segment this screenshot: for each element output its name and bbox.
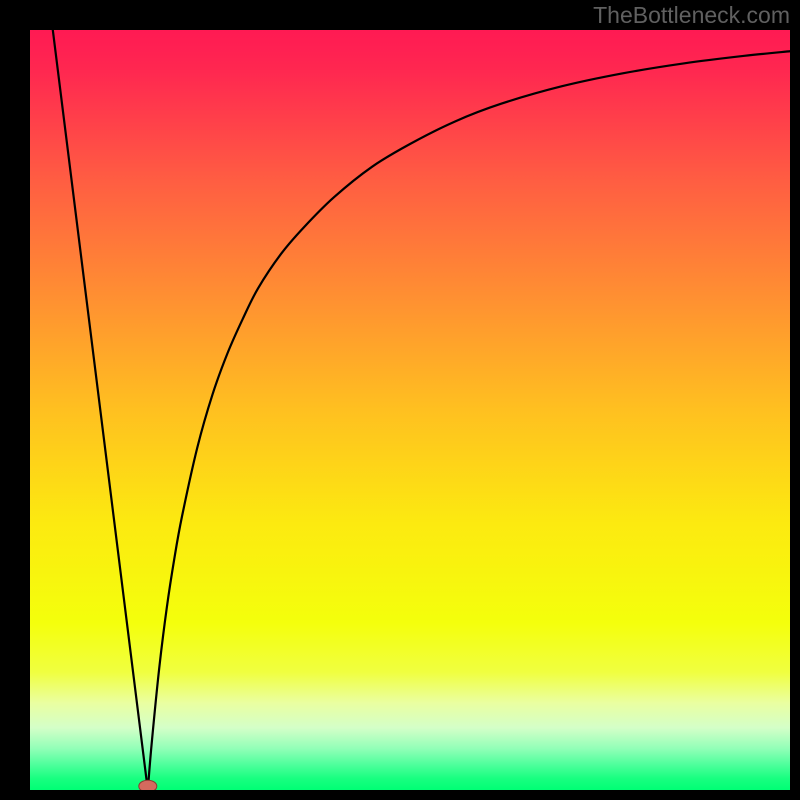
bottleneck-chart: [0, 0, 800, 800]
watermark-text: TheBottleneck.com: [593, 2, 790, 29]
frame-left: [0, 0, 30, 800]
frame-bottom: [0, 790, 800, 800]
frame-right: [790, 0, 800, 800]
